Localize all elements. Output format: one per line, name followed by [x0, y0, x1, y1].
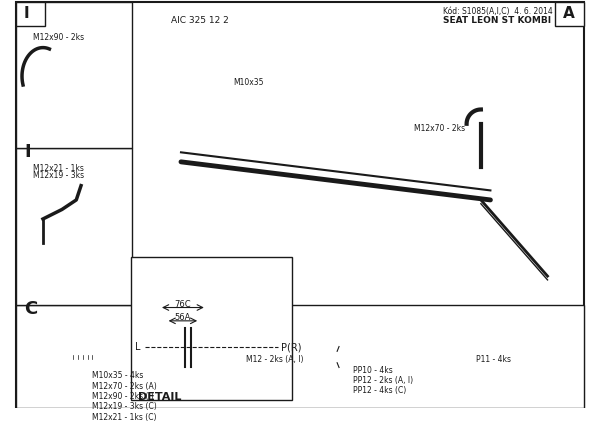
Text: P11 - 4ks: P11 - 4ks: [476, 355, 511, 364]
Text: P(R): P(R): [281, 342, 301, 353]
Text: M12x19 - 3ks: M12x19 - 3ks: [34, 171, 85, 180]
Text: 56A: 56A: [175, 313, 191, 322]
Text: BOssalow® bars: BOssalow® bars: [159, 205, 441, 233]
Bar: [173, 329, 202, 366]
Circle shape: [187, 87, 194, 94]
Circle shape: [62, 45, 77, 60]
Bar: [176, 143, 195, 181]
Text: DETAIL: DETAIL: [138, 392, 182, 402]
Circle shape: [446, 344, 472, 369]
FancyBboxPatch shape: [18, 90, 68, 109]
Circle shape: [328, 347, 349, 368]
Text: AIC 325 12 2: AIC 325 12 2: [172, 16, 229, 25]
Bar: [16, 2, 133, 148]
Bar: [16, 148, 133, 305]
Circle shape: [209, 87, 217, 94]
Circle shape: [221, 87, 229, 94]
Text: SEAT LEON ST KOMBI: SEAT LEON ST KOMBI: [443, 16, 551, 25]
Text: 76C: 76C: [175, 300, 191, 309]
Text: C: C: [24, 300, 37, 318]
Text: M10x35: M10x35: [233, 78, 264, 87]
Text: A: A: [563, 6, 575, 21]
Text: I: I: [24, 143, 31, 161]
Bar: [131, 257, 292, 400]
Circle shape: [332, 351, 344, 363]
Circle shape: [455, 353, 463, 361]
Text: I: I: [24, 6, 29, 21]
Circle shape: [490, 105, 509, 124]
Circle shape: [32, 80, 38, 86]
Text: M12 - 2ks (A, I): M12 - 2ks (A, I): [246, 355, 303, 364]
Bar: [29, 214, 57, 229]
Circle shape: [198, 87, 206, 94]
Text: M12x70 - 2ks: M12x70 - 2ks: [414, 124, 466, 133]
Circle shape: [32, 218, 38, 224]
Bar: [29, 76, 57, 91]
Circle shape: [225, 352, 236, 362]
Circle shape: [48, 80, 53, 86]
Bar: [71, 355, 98, 360]
Circle shape: [48, 218, 53, 224]
Bar: [186, 88, 238, 92]
Bar: [16, 2, 45, 26]
Bar: [543, 271, 562, 286]
Bar: [16, 305, 584, 408]
Text: L: L: [134, 342, 140, 353]
Text: M12x90 - 2ks: M12x90 - 2ks: [34, 33, 85, 42]
Bar: [555, 2, 584, 26]
FancyBboxPatch shape: [18, 242, 68, 261]
Text: PP10 - 4ks
PP12 - 2ks (A, I)
PP12 - 4ks (C): PP10 - 4ks PP12 - 2ks (A, I) PP12 - 4ks …: [353, 366, 413, 396]
Text: M12x21 - 1ks: M12x21 - 1ks: [34, 164, 85, 173]
FancyBboxPatch shape: [56, 352, 72, 362]
Text: Kód: S1085(A,I,C)  4. 6. 2014: Kód: S1085(A,I,C) 4. 6. 2014: [443, 7, 553, 16]
Text: M10x35 - 4ks
M12x70 - 2ks (A)
M12x90 - 2ks (I)
M12x19 - 3ks (C)
M12x21 - 1ks (C): M10x35 - 4ks M12x70 - 2ks (A) M12x90 - 2…: [92, 372, 157, 422]
Circle shape: [76, 173, 91, 188]
